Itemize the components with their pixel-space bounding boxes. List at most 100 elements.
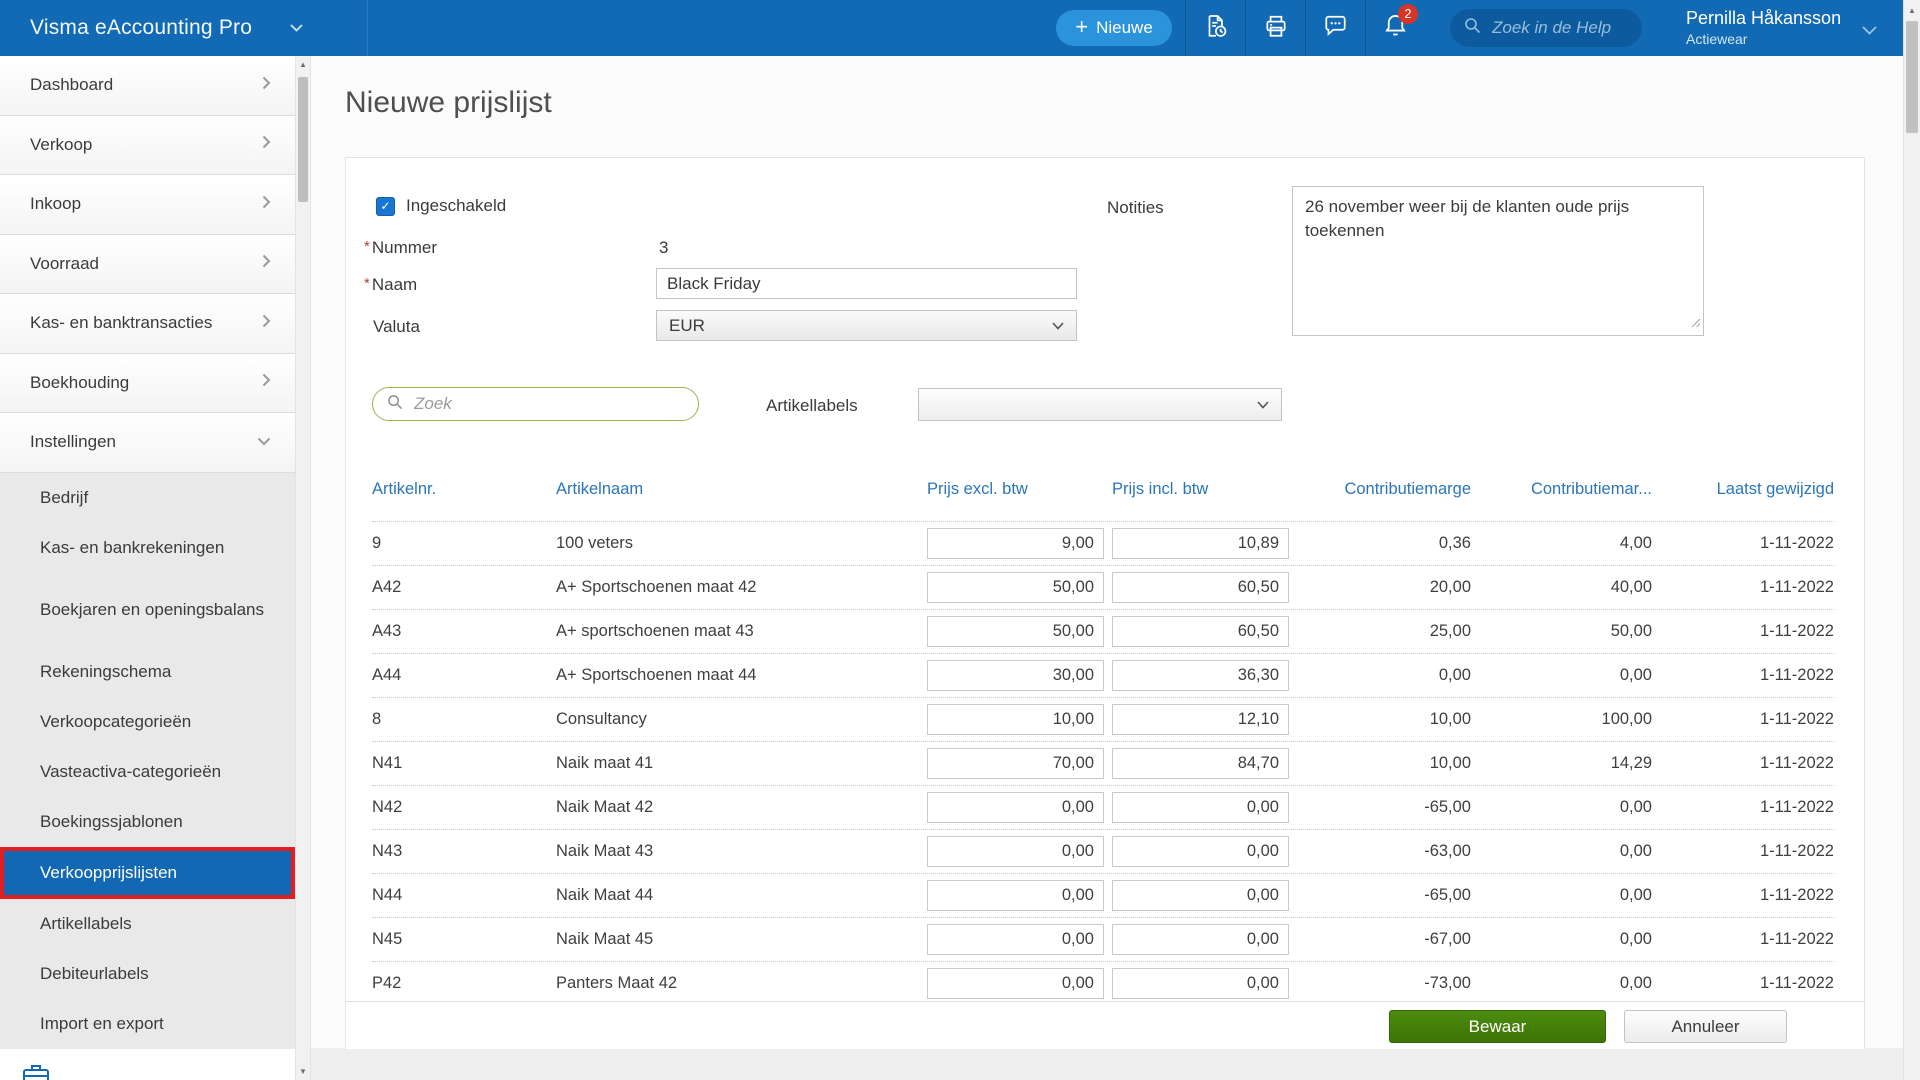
prijs-excl-input[interactable] [927,924,1104,955]
currency-select[interactable]: EUR [656,310,1077,341]
col-prijs-excl[interactable]: Prijs excl. btw [927,480,1104,499]
settings-submenu: BedrijfKas- en bankrekeningenBoekjaren e… [0,473,295,1049]
prijs-incl-input[interactable] [1112,572,1289,603]
prijs-incl-input[interactable] [1112,528,1289,559]
prijs-excl-input[interactable] [927,704,1104,735]
prijs-incl-input[interactable] [1112,836,1289,867]
prijs-incl-input[interactable] [1112,704,1289,735]
scroll-up-icon[interactable]: ▲ [1904,2,1920,19]
prijs-excl-input[interactable] [927,616,1104,647]
prijs-incl-input[interactable] [1112,616,1289,647]
cell-contributiemarge: 10,00 [1289,710,1471,729]
reports-button[interactable] [1185,0,1245,56]
prijs-incl-input[interactable] [1112,660,1289,691]
chevron-down-icon[interactable] [1862,22,1877,40]
chat-button[interactable] [1305,0,1365,56]
cell-contributiemarge: -73,00 [1289,974,1471,993]
sub-item-verkoopcategorie-n[interactable]: Verkoopcategorieën [0,697,295,747]
prijs-incl-input[interactable] [1112,880,1289,911]
print-button[interactable] [1245,0,1305,56]
prijs-excl-input[interactable] [927,968,1104,999]
printer-icon [1263,13,1289,44]
new-button[interactable]: + Nieuwe [1056,10,1172,46]
cancel-button[interactable]: Annuleer [1624,1010,1787,1043]
cell-artikelnaam: A+ Sportschoenen maat 42 [556,578,927,597]
col-laatst-gewijzigd[interactable]: Laatst gewijzigd [1652,480,1834,499]
user-menu[interactable]: Pernilla Håkansson Actiewear [1686,6,1841,48]
sidebar-item-dashboard[interactable]: Dashboard [0,56,295,116]
notes-textarea[interactable]: 26 november weer bij de klanten oude pri… [1292,186,1704,336]
article-search-input[interactable] [412,393,684,415]
prijs-incl-input[interactable] [1112,748,1289,779]
prijs-excl-input[interactable] [927,836,1104,867]
sidebar-item-kas-en-banktransacties[interactable]: Kas- en banktransacties [0,294,295,354]
number-value: 3 [659,238,668,258]
prijs-incl-input[interactable] [1112,968,1289,999]
enabled-checkbox[interactable]: ✓ [376,197,395,216]
sidebar-item-label: Boekhouding [30,373,129,393]
article-labels-select[interactable] [918,388,1282,421]
sidebar-scrollbar[interactable]: ▲ ▼ [295,56,311,1080]
sub-item-rekeningschema[interactable]: Rekeningschema [0,647,295,697]
currency-label: Valuta [373,317,420,337]
prijs-excl-input[interactable] [927,572,1104,603]
sub-item-bedrijf[interactable]: Bedrijf [0,473,295,523]
name-input[interactable] [656,268,1077,299]
page-bottom-strip [311,1048,1903,1080]
sidebar-item-verkoop[interactable]: Verkoop [0,116,295,176]
col-contributiemarge-pct[interactable]: Contributiemar... [1471,480,1652,499]
sub-item-label: Debiteurlabels [40,964,149,984]
app-brand[interactable]: Visma eAccounting Pro [0,0,368,56]
cell-contributiemarge: 20,00 [1289,578,1471,597]
prijs-excl-input[interactable] [927,880,1104,911]
cell-contributiemarge-pct: 0,00 [1471,974,1652,993]
sidebar-item-inkoop[interactable]: Inkoop [0,175,295,235]
sidebar-menu: DashboardVerkoopInkoop Voorraad Kas- en ba… [0,56,295,473]
prijs-incl-input[interactable] [1112,792,1289,823]
sidebar-item-instellingen[interactable]: Instellingen [0,413,295,473]
prijs-excl-input[interactable] [927,528,1104,559]
col-contributiemarge[interactable]: Contributiemarge [1289,480,1471,499]
sub-item-vasteactiva-categorie-n[interactable]: Vasteactiva-categorieën [0,747,295,797]
prijs-incl-input[interactable] [1112,924,1289,955]
sub-item-kas-en-bankrekeningen[interactable]: Kas- en bankrekeningen [0,523,295,573]
help-search-input[interactable] [1490,17,1628,39]
cell-artikelnaam: A+ Sportschoenen maat 44 [556,666,927,685]
save-button[interactable]: Bewaar [1389,1010,1606,1043]
cell-contributiemarge-pct: 14,29 [1471,754,1652,773]
col-prijs-incl[interactable]: Prijs incl. btw [1104,480,1289,499]
pricelist-card: ✓ Ingeschakeld *Nummer 3 *Naam Valuta EU… [345,157,1865,1048]
prijs-excl-input[interactable] [927,748,1104,779]
cell-contributiemarge: 10,00 [1289,754,1471,773]
sub-item-artikellabels[interactable]: Artikellabels [0,899,295,949]
article-search[interactable] [372,387,699,421]
col-artikelnaam[interactable]: Artikelnaam [556,480,927,499]
sub-item-boekingssjablonen[interactable]: Boekingssjablonen [0,797,295,847]
sub-item-verkoopprijslijsten[interactable]: Verkoopprijslijsten [0,847,295,899]
sidebar-item-boekhouding[interactable]: Boekhouding [0,354,295,414]
sub-item-label: Verkoopprijslijsten [40,863,177,883]
cell-artikelnr: 8 [372,710,556,729]
scrollbar-thumb[interactable] [298,77,308,202]
sub-item-boekjaren-en-openingsbalans[interactable]: Boekjaren en openingsbalans [0,573,295,647]
table-row: A43 A+ sportschoenen maat 43 25,00 50,00… [372,610,1834,654]
cell-contributiemarge: -63,00 [1289,842,1471,861]
cell-artikelnr: N42 [372,798,556,817]
scroll-down-icon[interactable]: ▼ [296,1063,310,1080]
notifications-button[interactable]: 2 [1365,0,1425,56]
cell-contributiemarge-pct: 0,00 [1471,930,1652,949]
sub-item-import-en-export[interactable]: Import en export [0,999,295,1049]
scrollbar-thumb[interactable] [1906,21,1918,133]
table-row: 9 100 veters 0,36 4,00 1-11-2022 [372,522,1834,566]
sidebar-item-label: Voorraad [30,254,99,274]
notes-label: Notities [1107,198,1164,218]
sidebar-item-voorraad[interactable]: Voorraad [0,235,295,295]
sub-item-debiteurlabels[interactable]: Debiteurlabels [0,949,295,999]
prijs-excl-input[interactable] [927,660,1104,691]
scroll-up-icon[interactable]: ▲ [296,56,310,73]
prijs-excl-input[interactable] [927,792,1104,823]
sidebar: DashboardVerkoopInkoop Voorraad Kas- en ba… [0,56,295,1080]
window-scrollbar[interactable]: ▲ [1903,0,1920,1080]
col-artikelnr[interactable]: Artikelnr. [372,480,556,499]
help-search[interactable] [1450,9,1642,47]
